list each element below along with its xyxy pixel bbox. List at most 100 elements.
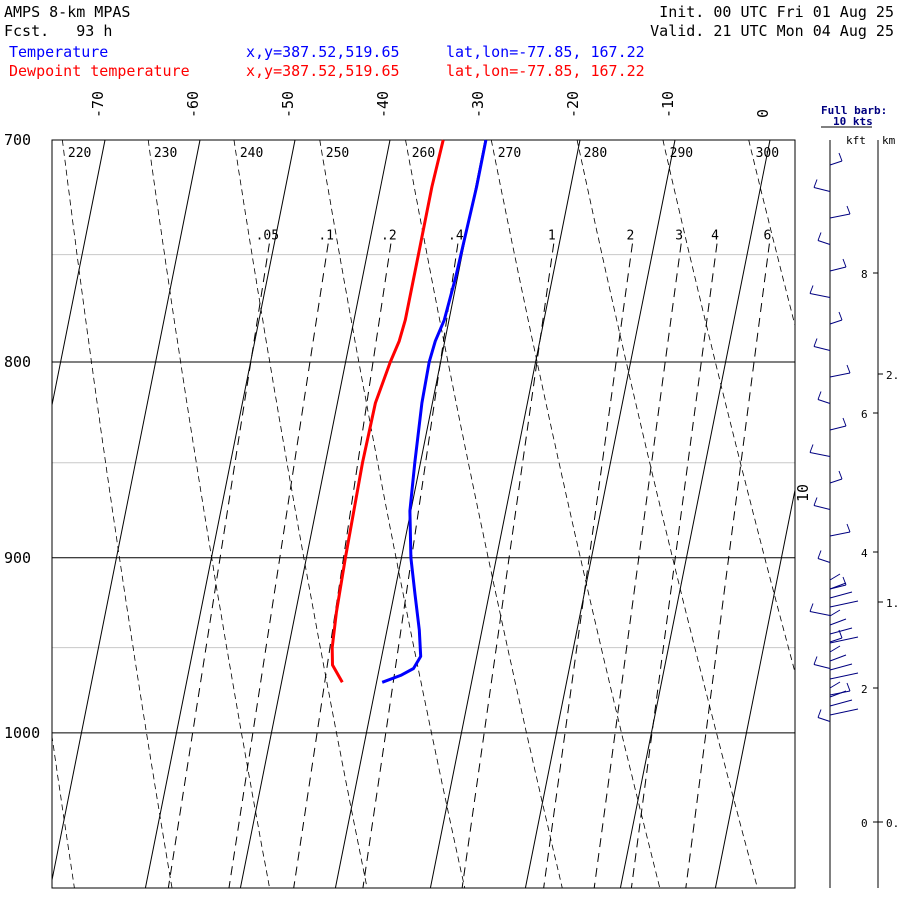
wind-barb xyxy=(829,627,853,635)
isotherm xyxy=(144,140,296,888)
dry-adiabat xyxy=(405,140,563,888)
dry-adiabat-label: 250 xyxy=(326,146,349,161)
km-tick-label: 2. xyxy=(886,369,899,382)
isotherm xyxy=(429,140,581,888)
wind-barb xyxy=(809,452,831,457)
dry-adiabat xyxy=(576,140,758,888)
wind-barb xyxy=(829,266,847,272)
wind-barb xyxy=(838,152,843,162)
wind-barb xyxy=(829,672,859,680)
wind-barb xyxy=(829,372,851,378)
wind-barb xyxy=(838,311,843,321)
wind-barb xyxy=(846,205,851,215)
dry-adiabat-label: 290 xyxy=(670,146,693,161)
mixing-ratio-label: 4 xyxy=(711,229,719,244)
wind-barb xyxy=(829,213,851,219)
mixing-ratio-line xyxy=(593,243,682,888)
wind-barb xyxy=(809,444,814,453)
wind-barb xyxy=(817,717,831,722)
mixing-ratio-line xyxy=(167,243,270,888)
dry-adiabat xyxy=(662,140,795,674)
legend-temperature-xy: x,y=387.52,519.65 xyxy=(246,43,400,61)
isotherm-tick-label: -30 xyxy=(469,91,487,118)
wind-barb xyxy=(829,531,851,537)
wind-barb xyxy=(817,399,831,404)
wind-barb xyxy=(813,664,831,669)
isotherm xyxy=(0,100,18,900)
isotherm xyxy=(619,140,771,888)
wind-barb xyxy=(846,682,851,692)
dry-adiabat-label: 240 xyxy=(240,146,263,161)
legend-dewpoint-latlon: lat,lon=-77.85, 167.22 xyxy=(446,62,645,80)
kft-axis-label: kft xyxy=(846,134,866,147)
isotherm xyxy=(52,140,201,883)
mixing-ratio-line xyxy=(362,243,459,888)
wind-barb xyxy=(829,654,847,662)
mixing-ratio-label: .4 xyxy=(448,229,464,244)
isotherm xyxy=(802,100,900,900)
dewpoint-temperature-profile xyxy=(330,139,445,684)
mixing-ratio-label: .2 xyxy=(381,229,397,244)
mixing-ratio-line xyxy=(461,243,555,888)
wind-barb xyxy=(813,179,818,188)
wind-barb xyxy=(829,573,841,581)
plot-frame xyxy=(51,139,796,889)
plot-lines xyxy=(0,100,900,900)
wind-barb xyxy=(809,611,831,616)
dry-adiabat xyxy=(319,140,466,888)
wind-barb xyxy=(829,645,841,653)
km-tick-label: 0. xyxy=(886,817,899,830)
mixing-ratio-label: 1 xyxy=(548,229,556,244)
model-title: AMPS 8-km MPAS xyxy=(4,3,131,21)
isotherm-tick-label: -70 xyxy=(89,91,107,118)
wind-barb xyxy=(829,637,843,643)
mixing-ratio-line xyxy=(543,243,633,888)
wind-barb xyxy=(842,258,847,268)
wind-barb xyxy=(829,681,841,689)
wind-barb xyxy=(829,425,847,431)
mixing-ratio-label: 6 xyxy=(763,229,771,244)
wind-barb xyxy=(813,187,831,192)
mixing-ratio-line xyxy=(228,243,329,888)
wind-barb xyxy=(829,663,853,671)
isotherm-tick-label: -20 xyxy=(564,91,582,118)
dry-adiabat-label: 220 xyxy=(68,146,91,161)
forecast-hour: Fcst. 93 h xyxy=(4,22,113,40)
wind-barb xyxy=(829,319,843,325)
init-time: Init. 00 UTC Fri 01 Aug 25 xyxy=(659,3,894,21)
wind-barb xyxy=(813,505,831,510)
wind-barb xyxy=(809,285,814,294)
isotherm-tick-label: 0 xyxy=(754,109,772,118)
dry-adiabat-label: 260 xyxy=(412,146,435,161)
wind-barb xyxy=(813,656,818,665)
wind-barb xyxy=(829,600,859,608)
wind-barb xyxy=(813,346,831,351)
isotherm-tick-label: -60 xyxy=(184,91,202,118)
wind-barb xyxy=(817,550,822,559)
full-barb-note: Full barb: xyxy=(821,104,887,117)
wind-barb xyxy=(829,591,853,599)
legend-temperature-label: Temperature xyxy=(9,43,109,61)
wind-barb xyxy=(829,699,853,707)
isotherm xyxy=(239,140,391,888)
km-tick-label: 1. xyxy=(886,597,899,610)
isotherm xyxy=(524,140,676,888)
dry-adiabat-label: 300 xyxy=(756,146,779,161)
isotherm-tick-label: 10 xyxy=(794,484,812,502)
full-barb-speed: 10 kts xyxy=(833,115,873,128)
wind-barb xyxy=(829,708,859,716)
legend-dewpoint-label: Dewpoint temperature xyxy=(9,62,190,80)
km-axis-label: km xyxy=(882,134,896,147)
wind-barb xyxy=(829,690,847,698)
wind-barb xyxy=(813,497,818,506)
wind-barb xyxy=(846,364,851,374)
dry-adiabat-label: 270 xyxy=(498,146,521,161)
legend-temperature-latlon: lat,lon=-77.85, 167.22 xyxy=(446,43,645,61)
wind-barb xyxy=(817,232,822,241)
wind-barb xyxy=(846,523,851,533)
wind-barb xyxy=(809,293,831,298)
dry-adiabat xyxy=(233,140,368,888)
dry-adiabat xyxy=(61,140,173,888)
